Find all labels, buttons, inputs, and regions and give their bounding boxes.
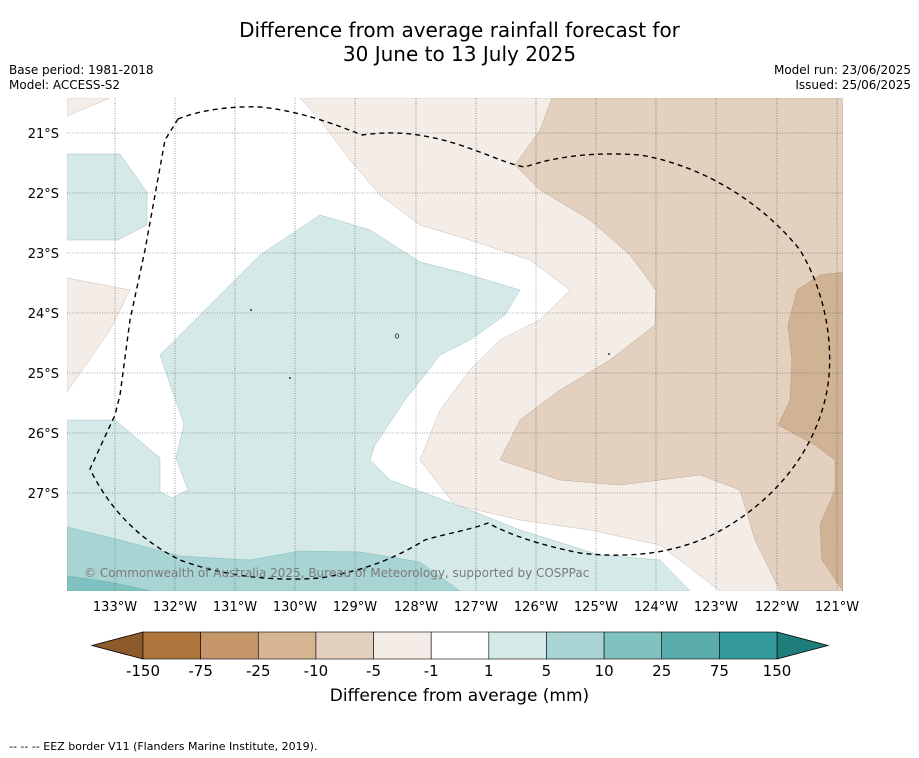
anomaly-region-plus1-central bbox=[67, 214, 691, 591]
anomaly-region-plus5 bbox=[67, 526, 461, 591]
island-marker bbox=[289, 377, 291, 379]
colorbar-tick-label: -10 bbox=[304, 662, 329, 680]
colorbar-swatch bbox=[488, 631, 547, 660]
colorbar-tick-label: 5 bbox=[542, 662, 552, 680]
lon-label: 123°W bbox=[694, 600, 738, 615]
lon-label: 122°W bbox=[755, 600, 799, 615]
colorbar-swatch bbox=[661, 631, 720, 660]
colorbar-swatch bbox=[546, 631, 605, 660]
lat-label: 22°S bbox=[28, 187, 59, 202]
lon-label: 125°W bbox=[574, 600, 618, 615]
colorbar-title: Difference from average (mm) bbox=[329, 686, 590, 706]
rainfall-anomaly-field bbox=[67, 98, 843, 591]
model-run: Model run: 23/06/2025 bbox=[773, 63, 911, 77]
lon-label: 132°W bbox=[153, 600, 197, 615]
colorbar-extend-high bbox=[776, 631, 830, 660]
graticule bbox=[67, 98, 843, 591]
colorbar: -150 -75 -25 -10 -5 -1 1 5 10 25 75 150 bbox=[90, 631, 830, 680]
anomaly-region-minus10 bbox=[777, 271, 843, 591]
lon-label: 128°W bbox=[394, 600, 438, 615]
colorbar-tick-label: -1 bbox=[424, 662, 439, 680]
colorbar-swatch bbox=[142, 631, 201, 660]
colorbar-swatch bbox=[603, 631, 663, 660]
colorbar-tick-label: 25 bbox=[652, 662, 671, 680]
map-title: Difference from average rainfall forecas… bbox=[239, 18, 680, 66]
lon-label: 126°W bbox=[514, 600, 558, 615]
colorbar-tick-label: -75 bbox=[188, 662, 213, 680]
colorbar-tick-label: 75 bbox=[710, 662, 729, 680]
anomaly-region-plus1-left bbox=[67, 153, 148, 241]
lat-label: 21°S bbox=[28, 127, 59, 142]
lon-label: 124°W bbox=[634, 600, 678, 615]
colorbar-tick-label: 150 bbox=[763, 662, 792, 680]
anomaly-region-plus10 bbox=[67, 575, 151, 591]
colorbar-tick-label: -150 bbox=[126, 662, 160, 680]
lon-label: 133°W bbox=[93, 600, 137, 615]
lon-label: 131°W bbox=[213, 600, 257, 615]
lon-label: 130°W bbox=[273, 600, 317, 615]
colorbar-swatch bbox=[257, 631, 317, 660]
colorbar-extend-low bbox=[90, 631, 144, 660]
anomaly-region-minus1-left bbox=[67, 277, 131, 393]
colorbar-tick-label: 10 bbox=[595, 662, 614, 680]
lat-axis: 21°S 22°S 23°S 24°S 25°S 26°S 27°S bbox=[28, 127, 59, 502]
lat-label: 25°S bbox=[28, 367, 59, 382]
colorbar-swatch bbox=[200, 631, 259, 660]
copyright-notice: © Commonwealth of Australia 2025, Bureau… bbox=[84, 566, 590, 580]
colorbar-swatch bbox=[430, 631, 490, 660]
island-marker bbox=[608, 353, 610, 355]
eez-footnote: -- -- -- EEZ border V11 (Flanders Marine… bbox=[9, 740, 318, 753]
colorbar-tick-label: -5 bbox=[366, 662, 381, 680]
colorbar-swatch bbox=[719, 631, 778, 660]
colorbar-swatch bbox=[315, 631, 374, 660]
lat-label: 26°S bbox=[28, 427, 59, 442]
colorbar-tick-label: -25 bbox=[246, 662, 271, 680]
island-marker bbox=[395, 333, 399, 339]
lat-label: 24°S bbox=[28, 307, 59, 322]
lon-axis: 133°W 132°W 131°W 130°W 129°W 128°W 127°… bbox=[93, 600, 859, 615]
lat-label: 27°S bbox=[28, 487, 59, 502]
lon-label: 129°W bbox=[333, 600, 377, 615]
meta-right: Model run: 23/06/2025 Issued: 25/06/2025 bbox=[774, 63, 911, 93]
issued-date: Issued: 25/06/2025 bbox=[795, 78, 911, 92]
island-marker bbox=[250, 309, 252, 311]
anomaly-region-minus1-top bbox=[67, 98, 111, 117]
colorbar-tick-label: 1 bbox=[484, 662, 494, 680]
lon-label: 127°W bbox=[454, 600, 498, 615]
colorbar-swatch bbox=[373, 631, 432, 660]
meta-left: Base period: 1981-2018 Model: ACCESS-S2 bbox=[9, 63, 154, 93]
base-period: Base period: 1981-2018 bbox=[9, 63, 154, 77]
lon-label: 121°W bbox=[815, 600, 859, 615]
model-name: Model: ACCESS-S2 bbox=[9, 78, 121, 92]
anomaly-region-minus5 bbox=[499, 98, 843, 591]
lat-label: 23°S bbox=[28, 247, 59, 262]
